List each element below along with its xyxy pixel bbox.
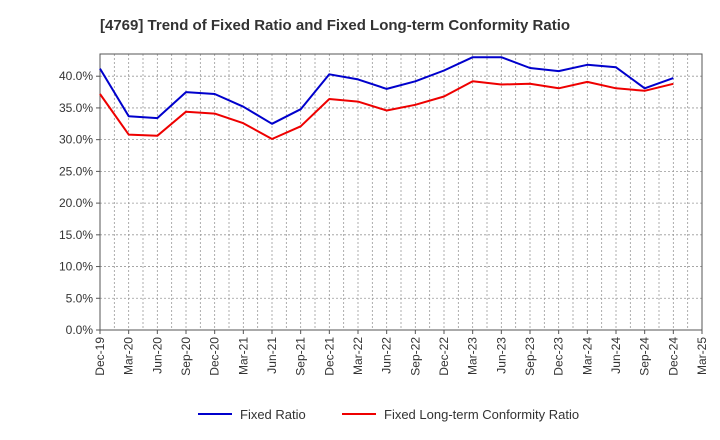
- y-tick-label: 0.0%: [66, 323, 94, 337]
- x-tick-label: Dec-19: [93, 337, 107, 376]
- x-tick-label: Mar-23: [466, 337, 480, 375]
- grid: [100, 54, 702, 330]
- y-tick-label: 30.0%: [59, 133, 93, 147]
- x-tick-label: Jun-24: [609, 337, 623, 374]
- x-tick-label: Dec-20: [208, 337, 222, 376]
- x-tick-label: Sep-20: [179, 337, 193, 376]
- y-tick-label: 40.0%: [59, 69, 93, 83]
- x-tick-label: Jun-21: [265, 337, 279, 374]
- chart-title: [4769] Trend of Fixed Ratio and Fixed Lo…: [100, 17, 570, 34]
- x-tick-label: Dec-24: [666, 337, 680, 376]
- x-tick-label: Sep-24: [638, 337, 652, 376]
- x-tick-label: Mar-20: [122, 337, 136, 375]
- x-tick-label: Jun-20: [150, 337, 164, 374]
- x-tick-label: Dec-21: [322, 337, 336, 376]
- x-tick-label: Jun-23: [494, 337, 508, 374]
- plot-area: [99, 53, 703, 331]
- x-tick-label: Mar-25: [695, 337, 709, 375]
- y-tick-label: 10.0%: [59, 260, 93, 274]
- y-tick-label: 5.0%: [66, 291, 94, 305]
- y-tick-label: 20.0%: [59, 196, 93, 210]
- x-tick-label: Dec-23: [552, 337, 566, 376]
- x-tick-label: Mar-22: [351, 337, 365, 375]
- y-tick-label: 25.0%: [59, 164, 93, 178]
- legend-label: Fixed Ratio: [240, 407, 306, 422]
- x-tick-label: Sep-21: [294, 337, 308, 376]
- x-tick-label: Mar-21: [236, 337, 250, 375]
- x-tick-label: Sep-23: [523, 337, 537, 376]
- legend: Fixed Ratio Fixed Long-term Conformity Ra…: [198, 407, 579, 422]
- y-axis: 0.0% 5.0% 10.0% 15.0% 20.0% 25.0% 30.0% 35.0% 40…: [59, 69, 100, 337]
- x-tick-label: Jun-22: [380, 337, 394, 374]
- y-tick-label: 15.0%: [59, 228, 93, 242]
- x-tick-label: Sep-22: [408, 337, 422, 376]
- y-tick-label: 35.0%: [59, 101, 93, 115]
- series-lines: [99, 56, 674, 140]
- x-tick-label: Mar-24: [580, 337, 594, 375]
- legend-label: Fixed Long-term Conformity Ratio: [384, 407, 579, 422]
- x-tick-label: Dec-22: [437, 337, 451, 376]
- x-axis: Dec-19 Mar-20 Jun-20 Sep-20 Dec-20 Mar-21 Jun-…: [93, 330, 709, 376]
